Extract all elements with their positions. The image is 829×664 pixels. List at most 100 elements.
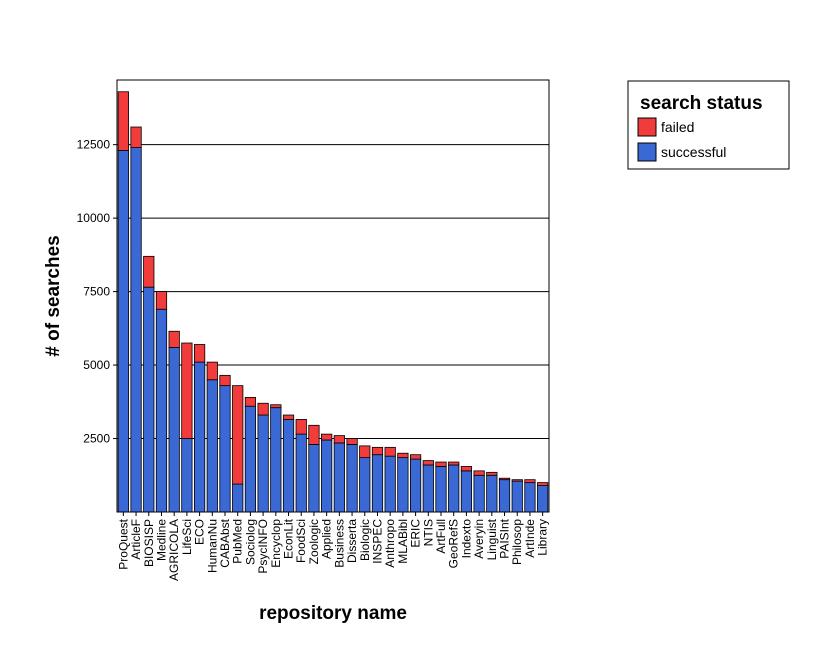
x-tick-label: GeoRefS (447, 519, 461, 568)
bar-failed (143, 255, 155, 288)
legend-title: search status (640, 93, 763, 114)
bar-failed (206, 361, 218, 381)
bar-successful (422, 464, 434, 513)
x-tick-label: Philosop (510, 519, 524, 565)
x-tick-label: Applied (320, 519, 334, 559)
bar-failed (511, 479, 523, 482)
x-tick-label: Disserta (345, 519, 359, 563)
x-tick-label: EconLit (282, 518, 296, 559)
bar-failed (524, 479, 536, 484)
bar-failed (257, 402, 269, 416)
y-tick-label: 2500 (83, 432, 110, 446)
bar-failed (117, 91, 129, 151)
x-tick-label: ArticleF (129, 519, 143, 560)
x-tick-label: BIOSISP (142, 519, 156, 567)
bar-failed (193, 344, 206, 363)
bar-failed (155, 291, 168, 310)
bar-failed (219, 374, 231, 387)
bar-successful (397, 457, 409, 513)
bar-failed (270, 404, 282, 409)
y-tick-label: 7500 (83, 285, 110, 299)
legend-label-successful: successful (661, 144, 726, 160)
bar-failed (333, 435, 345, 444)
y-tick-label: 12500 (77, 138, 111, 152)
x-tick-label: Zoologic (307, 519, 321, 564)
bar-failed (295, 419, 307, 435)
legend-swatch-successful (637, 142, 657, 162)
x-tick-label: PAISInt (498, 518, 512, 558)
x-axis-title: repository name (259, 603, 407, 624)
bar-failed (486, 471, 498, 476)
x-tick-label: Anthropo (383, 519, 397, 568)
x-tick-label: PubMed (231, 519, 245, 564)
x-tick-label: FoodSci (294, 519, 308, 563)
bar-successful (219, 385, 231, 513)
bar-failed (448, 461, 460, 466)
x-tick-label: ArtFull (434, 519, 448, 554)
bar-successful (473, 474, 485, 513)
bar-successful (359, 457, 371, 513)
bar-successful (244, 405, 257, 513)
bar-failed (232, 385, 244, 485)
bar-failed (308, 424, 320, 445)
bar-successful (333, 442, 345, 513)
bar-successful (206, 379, 218, 513)
bar-failed (422, 460, 434, 466)
bar-failed (409, 454, 422, 460)
bar-failed (282, 414, 295, 420)
x-tick-label: HumanNu (205, 519, 219, 573)
bar-successful (232, 483, 244, 513)
bar-successful (193, 361, 206, 513)
y-axis-ticks: 2500 5000 7500 10000 12500 (77, 138, 117, 446)
bar-successful (143, 286, 155, 513)
bar-failed (346, 438, 358, 445)
x-tick-label: INSPEC (370, 519, 384, 564)
legend-swatch-failed (637, 117, 657, 137)
bar-successful (321, 439, 333, 513)
bar-successful (117, 150, 129, 513)
bar-failed (460, 466, 473, 472)
bar-successful (511, 480, 523, 513)
bar-successful (168, 347, 180, 513)
bar-failed (498, 477, 511, 481)
legend: search status failed successful (627, 80, 790, 170)
bar-failed (359, 445, 371, 459)
bar-failed (435, 461, 447, 467)
bar-successful (384, 455, 396, 513)
x-tick-label: Encyclop (269, 519, 283, 568)
x-tick-label: ERIC (409, 519, 423, 548)
x-tick-label: CABAbst (218, 518, 232, 567)
bar-successful (371, 454, 384, 513)
bar-successful (435, 466, 447, 513)
bar-successful (308, 444, 320, 513)
bar-failed (371, 446, 384, 456)
bar-failed (130, 126, 142, 148)
x-tick-label: ECO (193, 519, 207, 545)
bar-successful (155, 308, 168, 513)
bar-successful (498, 479, 511, 513)
bar-successful (270, 407, 282, 513)
legend-label-failed: failed (661, 119, 694, 135)
bar-failed (181, 342, 193, 439)
x-tick-label: Indexto (459, 519, 473, 559)
x-tick-label: Sociolog (243, 519, 257, 565)
plot-area-frame (116, 79, 550, 513)
bar-successful (448, 464, 460, 513)
x-axis-ticks: ProQuestArticleFBIOSISPMedlineAGRICOLALi… (116, 512, 550, 581)
x-tick-label: Linguist (485, 518, 499, 560)
x-tick-label: AGRICOLA (167, 519, 181, 581)
bar-failed (384, 446, 396, 457)
bar-successful (130, 147, 142, 513)
y-tick-label: 5000 (83, 358, 110, 372)
bar-failed (473, 470, 485, 476)
x-tick-label: MLABibl (396, 519, 410, 564)
bar-successful (346, 444, 358, 513)
bar-failed (244, 396, 257, 407)
x-tick-label: ProQuest (116, 518, 130, 569)
bar-failed (168, 330, 180, 348)
bar-failed (537, 482, 549, 486)
x-tick-label: PsycINFO (256, 519, 270, 574)
bars (117, 91, 549, 513)
bar-successful (409, 458, 422, 513)
